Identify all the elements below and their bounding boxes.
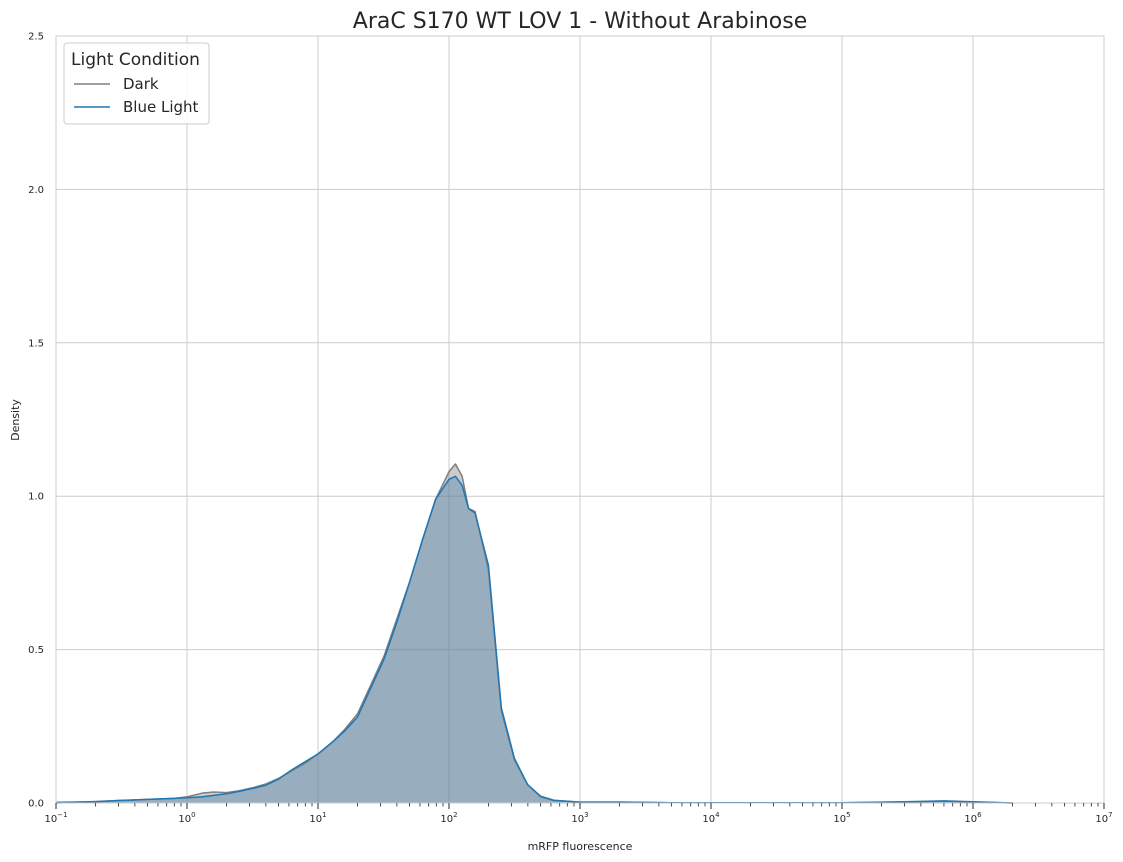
legend-label-blue-light: Blue Light <box>123 98 199 116</box>
y-tick-label: 1.0 <box>28 492 44 503</box>
x-tick-label: 103 <box>571 811 588 825</box>
y-tick-label: 1.5 <box>28 338 44 349</box>
grid-lines <box>55 35 1105 804</box>
y-axis-ticks: 0.0 0.5 1.0 1.5 2.0 2.5 <box>28 32 44 810</box>
x-tick-label: 105 <box>833 811 850 825</box>
x-tick-label: 104 <box>702 811 720 825</box>
y-tick-label: 0.0 <box>28 799 44 810</box>
x-tick-label: 102 <box>440 811 457 825</box>
y-tick-label: 0.5 <box>28 645 44 656</box>
x-tick-label: 100 <box>178 811 195 825</box>
density-area-blue-light <box>56 476 1013 803</box>
density-line-blue-light <box>55 475 1013 804</box>
legend-box <box>63 42 210 125</box>
x-tick-label: 106 <box>964 811 982 825</box>
density-area-dark <box>56 463 1013 803</box>
x-tick-label: 101 <box>309 811 326 825</box>
y-axis-label: Density <box>9 399 22 441</box>
legend-title: Light Condition <box>71 50 200 70</box>
x-tick-label: 10−1 <box>44 811 67 825</box>
y-tick-label: 2.5 <box>28 32 44 43</box>
chart-title: AraC S170 WT LOV 1 - Without Arabinose <box>353 9 807 34</box>
legend: Light Condition Dark Blue Light <box>63 42 210 125</box>
x-axis-label: mRFP fluorescence <box>528 840 633 853</box>
x-tick-label: 107 <box>1095 811 1112 825</box>
y-tick-label: 2.0 <box>28 185 44 196</box>
density-lines <box>55 463 1013 804</box>
density-fills <box>56 463 1013 803</box>
legend-label-dark: Dark <box>123 75 159 93</box>
density-line-dark <box>55 463 1013 804</box>
x-axis-ticks: 10−1 100 101 102 103 104 105 106 107 <box>44 803 1113 825</box>
